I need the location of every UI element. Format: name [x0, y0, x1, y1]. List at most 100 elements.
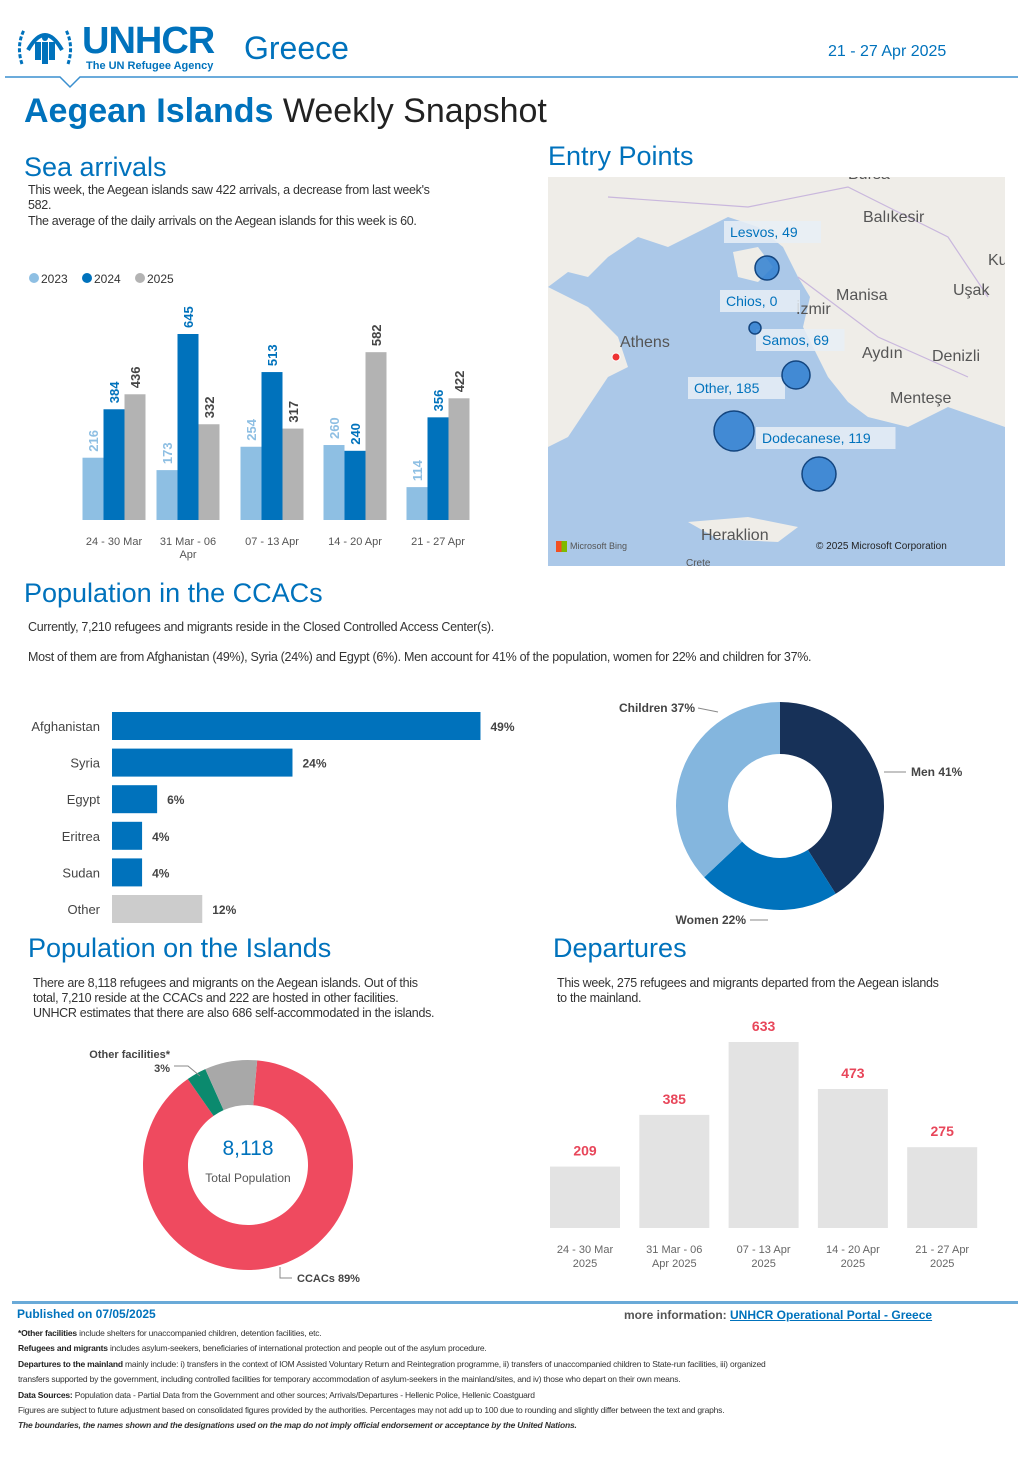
departure-x-label: Apr 2025	[652, 1258, 697, 1270]
map-place-label: Crete	[686, 558, 711, 566]
total-population-label: Total Population	[205, 1171, 290, 1185]
nationality-label: Egypt	[67, 792, 101, 807]
x-tick-label: 07 - 13 Apr	[245, 536, 299, 548]
bar-2024-2	[261, 372, 283, 520]
bar-value-label: 332	[202, 397, 217, 419]
donut-label: Women 22%	[676, 913, 747, 927]
nationality-bar	[112, 748, 293, 777]
departure-bar	[639, 1114, 710, 1228]
nationality-label: Eritrea	[62, 829, 101, 844]
footnote-refugees: Refugees and migrants includes asylum-se…	[18, 1343, 487, 1353]
donut-label-other-facilities: Other facilities*	[89, 1049, 170, 1061]
ccac-text-2: Most of them are from Afghanistan (49%),…	[28, 650, 812, 664]
total-population-value: 8,118	[223, 1137, 274, 1160]
page-title-bold: Aegean Islands	[24, 92, 274, 130]
legend-marker-2024	[82, 273, 92, 283]
x-tick-label: Apr	[179, 549, 196, 561]
bar-value-label: 260	[327, 417, 342, 439]
bar-value-label: 173	[160, 442, 175, 464]
entry-point-bubble	[801, 456, 837, 492]
footnote-4-text: Population data - Partial Data from the …	[72, 1390, 535, 1400]
donut-slice	[143, 1060, 354, 1270]
footnote-1-text: include shelters for unaccompanied child…	[76, 1328, 322, 1338]
map-place-label: Manisa	[836, 287, 888, 304]
bar-value-label: 645	[181, 306, 196, 328]
map-canvas: Bursa Balıkesir Manisa Uşak Ku İzmir Athens Ayd…	[548, 177, 1005, 566]
map-credit-right: © 2025 Microsoft Corporation	[816, 541, 947, 552]
map-point-label: Lesvos, 49	[730, 224, 798, 240]
nationality-label: Syria	[70, 756, 100, 771]
nationality-bar	[112, 712, 481, 740]
operational-portal-link[interactable]: UNHCR Operational Portal - Greece	[730, 1308, 933, 1322]
footnote-2-bold: Refugees and migrants	[18, 1343, 108, 1353]
bar-value-label: 436	[128, 367, 143, 389]
nationality-bar	[112, 895, 203, 923]
map-place-label: Balıkesir	[863, 209, 925, 226]
legend-label-2025: 2025	[147, 272, 174, 286]
date-range: 21 - 27 Apr 2025	[828, 43, 947, 60]
published-date: Published on 07/05/2025	[17, 1307, 156, 1321]
map-label-bg	[724, 221, 821, 243]
nationality-value: 49%	[490, 720, 514, 734]
legend-marker-2025	[135, 273, 145, 283]
header-divider	[5, 76, 1018, 89]
leader-line	[697, 707, 719, 713]
bar-2024-0	[103, 409, 125, 520]
donut-slice-women	[704, 841, 836, 910]
bar-2024-3	[344, 450, 366, 520]
map-place-label: Aydın	[862, 345, 903, 362]
bar-2023-0	[82, 457, 104, 520]
leader-line	[279, 1267, 292, 1279]
departure-value: 209	[573, 1143, 597, 1159]
islands-text-3: UNHCR estimates that there are also 686 …	[33, 1006, 435, 1020]
bar-value-label: 114	[410, 459, 425, 481]
nationality-value: 6%	[167, 793, 185, 807]
more-info-label: more information:	[624, 1308, 727, 1322]
map-label-bg	[720, 290, 800, 312]
ccac-heading: Population in the CCACs	[24, 578, 323, 608]
x-tick-label: 31 Mar - 06	[160, 536, 216, 548]
departure-x-label: 2025	[841, 1258, 865, 1270]
org-tagline: The UN Refugee Agency	[86, 60, 214, 72]
map-point-label: Samos, 69	[762, 332, 829, 348]
nationality-chart: Afghanistan 49% Syria 24% Egypt 6% Eritrea 4% Su…	[31, 712, 515, 923]
departures-text-2: to the mainland.	[557, 991, 642, 1005]
bar-2023-4	[406, 487, 428, 520]
map-place-label: Uşak	[953, 282, 990, 299]
x-tick-label: 24 - 30 Mar	[86, 536, 143, 548]
departure-x-label: 2025	[930, 1258, 954, 1270]
islands-text-1: There are 8,118 refugees and migrants on…	[33, 976, 418, 990]
entry-points-map[interactable]: Bursa Balıkesir Manisa Uşak Ku İzmir Athens Ayd…	[548, 177, 1005, 566]
islands-heading: Population on the Islands	[28, 933, 332, 963]
page-title-rest: Weekly Snapshot	[282, 92, 547, 130]
nationality-value: 12%	[212, 903, 236, 917]
x-tick-label: 21 - 27 Apr	[411, 536, 465, 548]
nationality-label: Afghanistan	[31, 719, 100, 734]
bar-value-label: 384	[107, 381, 122, 403]
sea-arrivals-chart: 2023 2024 2025 216 384 436 24 - 30 Mar 173 645 33…	[29, 272, 470, 561]
legend-label-2024: 2024	[94, 272, 121, 286]
country-name: Greece	[244, 30, 349, 66]
footnote-4-bold: Data Sources:	[18, 1390, 73, 1400]
departures-text-1: This week, 275 refugees and migrants dep…	[557, 976, 939, 990]
sea-arrivals-text-1b: 582.	[28, 198, 52, 212]
departure-x-label: 31 Mar - 06	[646, 1244, 702, 1256]
departure-value: 633	[752, 1018, 776, 1034]
unhcr-logo	[14, 20, 76, 72]
nationality-value: 4%	[152, 830, 170, 844]
unhcr-emblem-icon	[17, 29, 73, 65]
entry-points-heading: Entry Points	[548, 141, 694, 171]
footnote-2-text: includes asylum-seekers, beneficiaries o…	[107, 1343, 487, 1353]
map-point-label: Other, 185	[694, 380, 760, 396]
legend-label-2023: 2023	[41, 272, 68, 286]
donut-slice-children	[676, 702, 780, 878]
more-info: more information: UNHCR Operational Port…	[624, 1308, 932, 1322]
departure-bar	[550, 1166, 620, 1228]
departure-x-label: 2025	[573, 1258, 597, 1270]
nationality-value: 4%	[152, 866, 170, 880]
footnote-departures-cont: transfers supported by the government, i…	[18, 1374, 681, 1384]
sea-arrivals-text-2: The average of the daily arrivals on the…	[28, 214, 417, 228]
entry-point-bubble	[713, 410, 755, 452]
org-name: UNHCR	[82, 20, 215, 62]
ccac-text-1: Currently, 7,210 refugees and migrants r…	[28, 620, 494, 634]
